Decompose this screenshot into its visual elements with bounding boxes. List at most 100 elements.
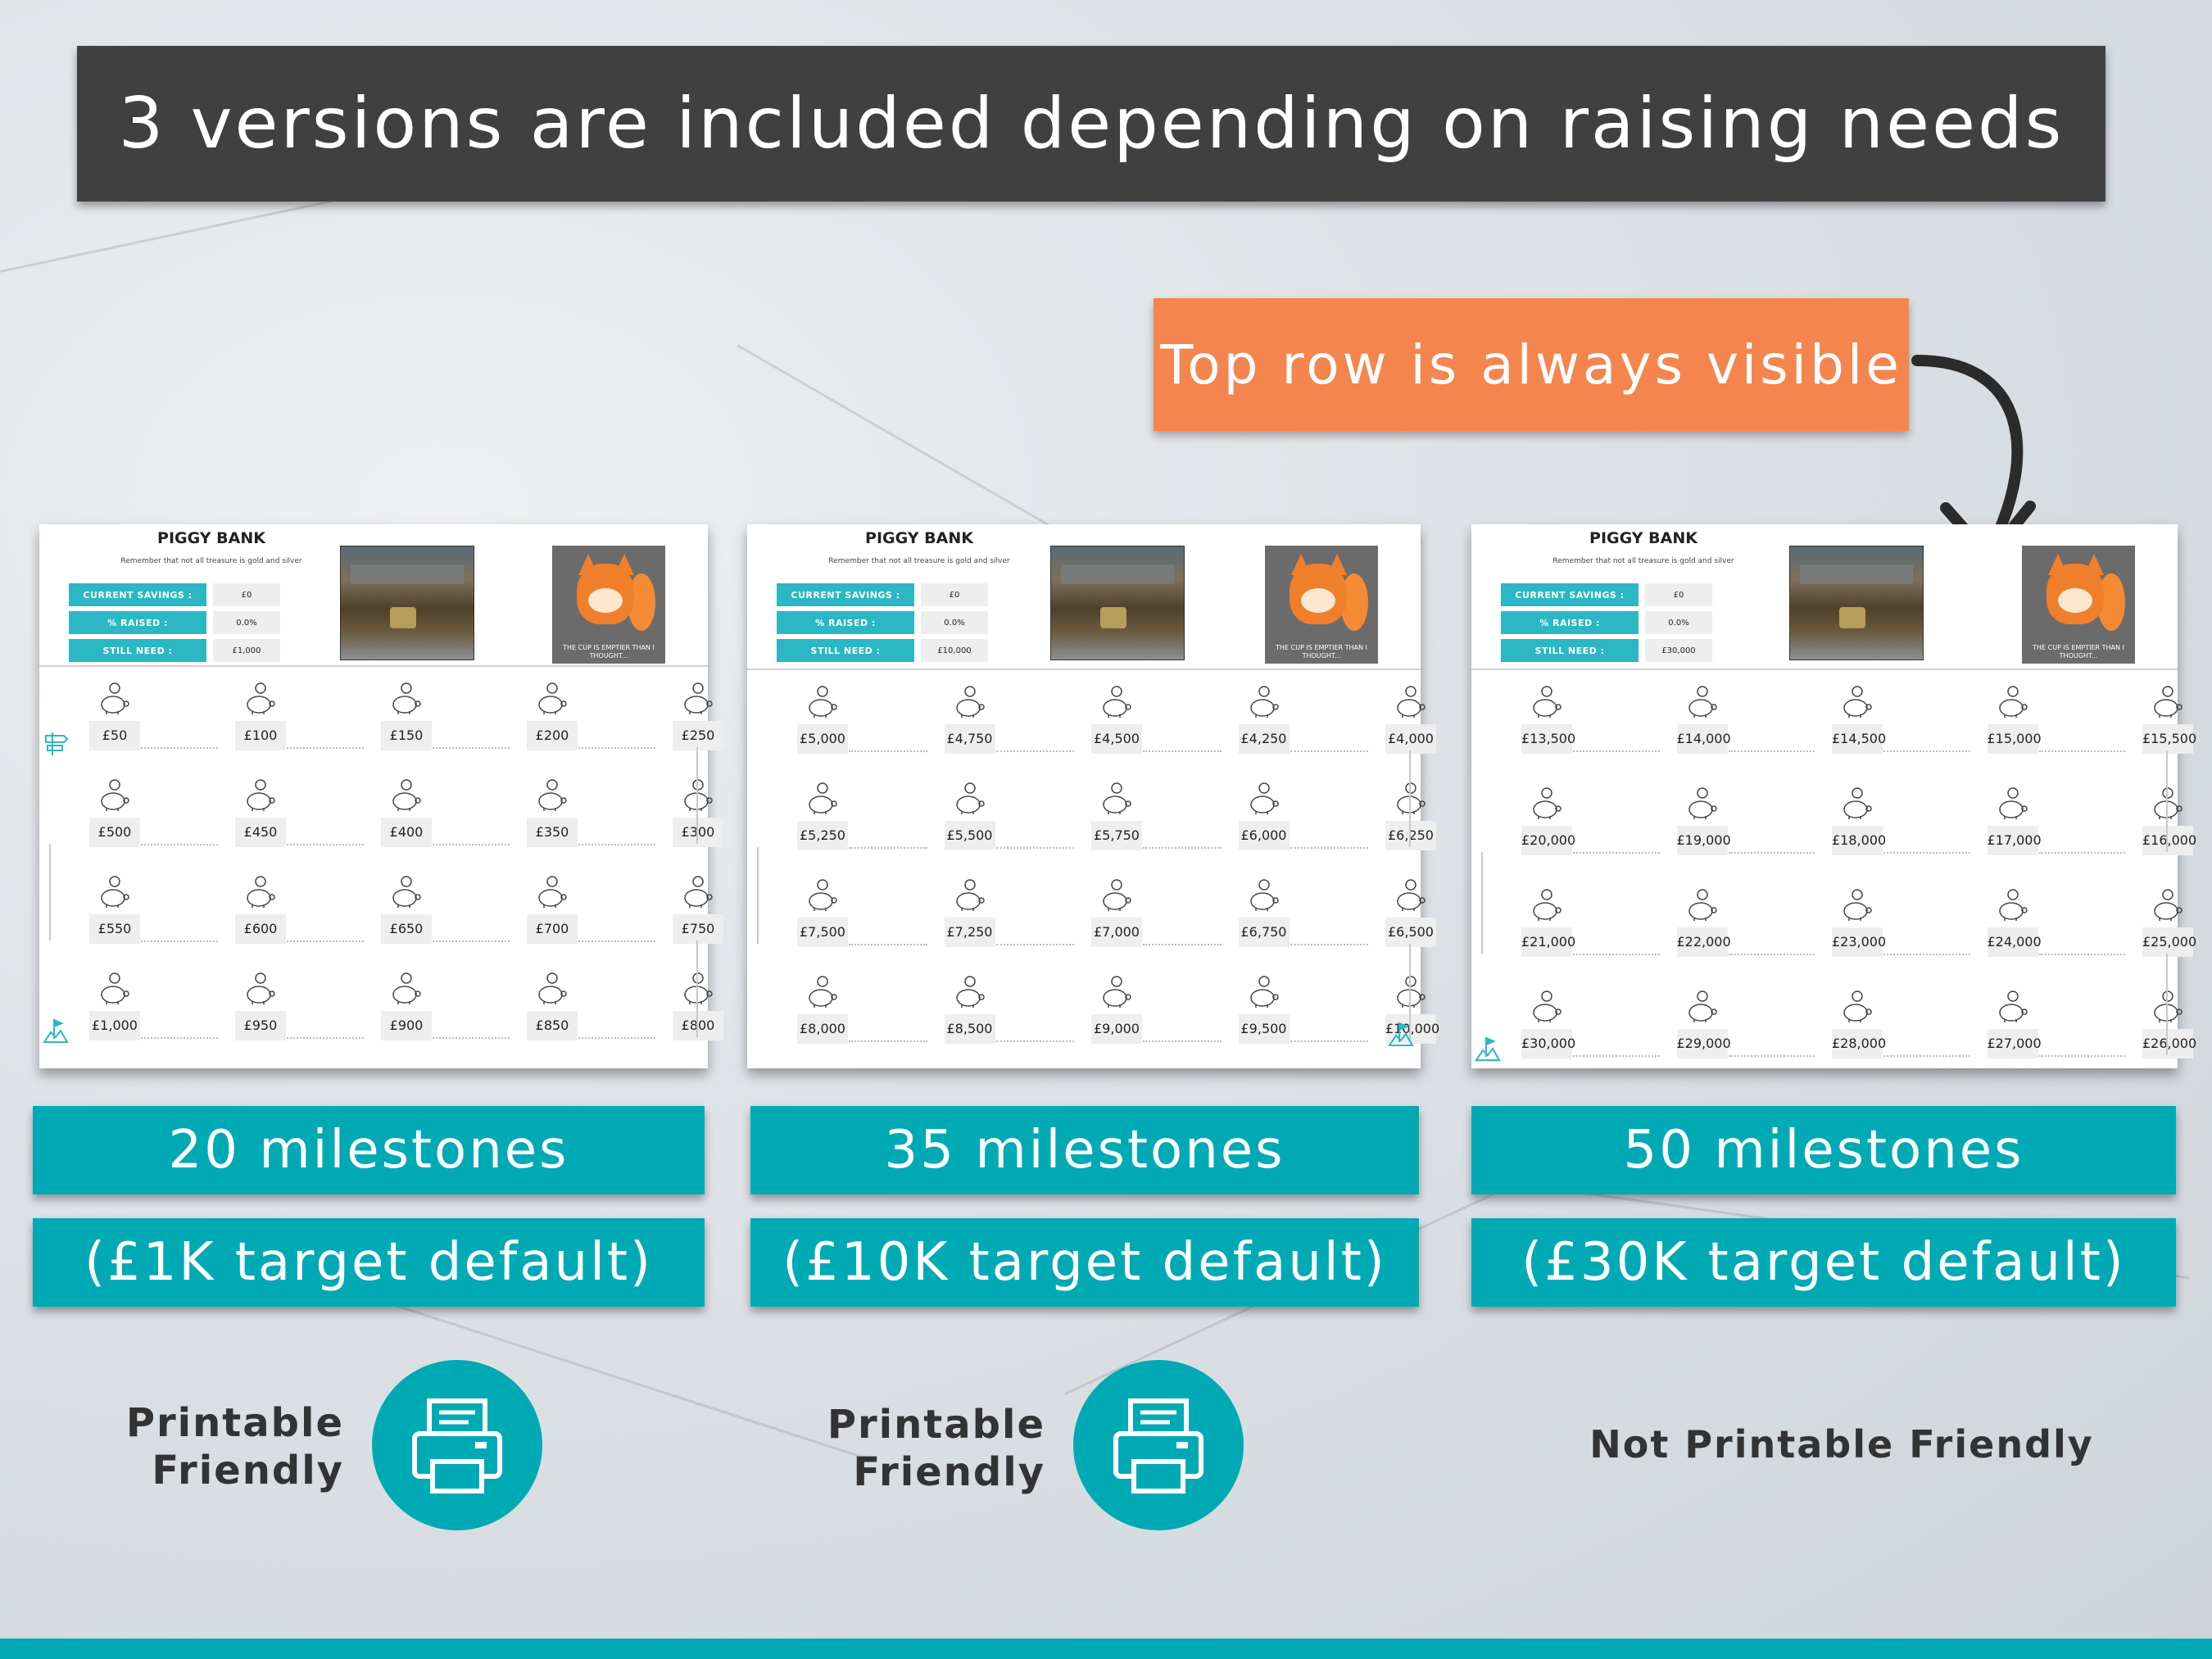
milestone-cell[interactable]: £26,000	[2135, 990, 2201, 1058]
milestone-cell[interactable]: £18,000	[1824, 786, 1890, 855]
milestone-cell[interactable]: £8,000	[790, 975, 855, 1044]
milestone-amount: £6,500	[1385, 918, 1436, 947]
milestone-cell[interactable]: £20,000	[1514, 786, 1580, 855]
piggy-bank-icon	[1998, 990, 2028, 1022]
stat-label: % RAISED :	[777, 611, 914, 634]
milestone-cell[interactable]: £25,000	[2135, 888, 2201, 957]
piggy-bank-icon	[1843, 686, 1872, 718]
piggy-bank-icon	[1688, 686, 1717, 718]
milestone-cell[interactable]: £550	[82, 875, 147, 944]
milestone-cell[interactable]: £15,500	[2135, 685, 2201, 754]
milestone-connector	[433, 844, 510, 845]
milestones-label: 20 milestones	[168, 1120, 569, 1181]
milestone-amount: £9,000	[1091, 1014, 1142, 1044]
milestone-cell[interactable]: £7,500	[790, 878, 855, 947]
milestones-banner-3: 50 milestones	[1471, 1106, 2176, 1194]
milestone-cell[interactable]: £6,000	[1231, 782, 1297, 850]
printable-friendly-label: Printable Friendly	[824, 1401, 1045, 1496]
milestone-amount: £900	[381, 1011, 432, 1040]
milestone-cell[interactable]: £9,500	[1231, 975, 1297, 1044]
milestone-cell[interactable]: £250	[665, 682, 731, 750]
milestone-cell[interactable]: £29,000	[1670, 990, 1735, 1058]
milestone-amount: £1,000	[89, 1011, 140, 1040]
stat-row: CURRENT SAVINGS : £0	[1501, 583, 1712, 606]
milestone-cell[interactable]: £5,250	[790, 782, 855, 850]
milestone-cell[interactable]: £900	[374, 972, 439, 1040]
milestone-cell[interactable]: £24,000	[1980, 888, 2046, 957]
stat-row: CURRENT SAVINGS : £0	[69, 583, 280, 606]
path-connector	[2166, 750, 2168, 852]
milestone-cell[interactable]: £8,500	[937, 975, 1003, 1044]
milestone-cell[interactable]: £30,000	[1514, 990, 1580, 1058]
piggy-bank-icon	[1998, 787, 2028, 819]
milestone-cell[interactable]: £150	[374, 682, 439, 750]
piggy-bank-icon	[101, 779, 129, 811]
milestone-cell[interactable]: £21,000	[1514, 888, 1580, 957]
milestone-cell[interactable]: £200	[519, 682, 585, 750]
milestone-cell[interactable]: £13,500	[1514, 685, 1580, 754]
divider	[39, 665, 708, 667]
milestone-connector	[287, 1037, 364, 1039]
milestone-amount: £4,000	[1385, 724, 1436, 754]
milestone-cell[interactable]: £16,000	[2135, 786, 2201, 855]
milestone-cell[interactable]: £4,250	[1231, 685, 1297, 754]
milestone-cell[interactable]: £100	[228, 682, 293, 750]
milestone-cell[interactable]: £500	[82, 778, 147, 847]
milestone-cell[interactable]: £22,000	[1670, 888, 1735, 957]
milestone-cell[interactable]: £1,000	[82, 972, 147, 1040]
milestone-cell[interactable]: £4,750	[937, 685, 1003, 754]
milestone-cell[interactable]: £4,500	[1084, 685, 1149, 754]
milestone-cell[interactable]: £7,000	[1084, 878, 1149, 947]
milestone-cell[interactable]: £700	[519, 875, 585, 944]
milestone-cell[interactable]: £9,000	[1084, 975, 1149, 1044]
milestone-cell[interactable]: £28,000	[1824, 990, 1890, 1058]
milestone-amount: £650	[381, 914, 432, 944]
milestone-amount: £850	[527, 1011, 578, 1040]
milestone-cell[interactable]: £600	[228, 875, 293, 944]
milestone-cell[interactable]: £5,750	[1084, 782, 1149, 850]
milestone-amount: £450	[235, 818, 286, 847]
sheet-quote: Remember that not all treasure is gold a…	[1552, 557, 1734, 565]
milestone-cell[interactable]: £5,500	[937, 782, 1003, 850]
milestone-cell[interactable]: £4,000	[1378, 685, 1444, 754]
milestone-connector	[1728, 852, 1815, 854]
piggy-bank-icon	[1249, 976, 1279, 1008]
milestone-cell[interactable]: £800	[665, 972, 731, 1040]
milestone-cell[interactable]: £14,000	[1670, 685, 1735, 754]
milestone-cell[interactable]: £650	[374, 875, 439, 944]
piggy-bank-icon	[1533, 889, 1562, 921]
milestone-amount: £14,500	[1832, 724, 1886, 754]
milestone-cell[interactable]: £6,500	[1378, 878, 1444, 947]
path-connector	[1409, 750, 1411, 847]
milestone-cell[interactable]: £19,000	[1670, 786, 1735, 855]
milestone-amount: £19,000	[1676, 826, 1731, 855]
milestone-connector	[1573, 852, 1660, 854]
milestone-cell[interactable]: £350	[519, 778, 585, 847]
milestone-cell[interactable]: £7,250	[937, 878, 1003, 947]
milestones-banner-1: 20 milestones	[33, 1106, 705, 1194]
milestone-cell[interactable]: £6,250	[1378, 782, 1444, 850]
milestone-cell[interactable]: £5,000	[790, 685, 855, 754]
milestone-cell[interactable]: £17,000	[1980, 786, 2046, 855]
milestone-cell[interactable]: £850	[519, 972, 585, 1040]
milestone-cell[interactable]: £15,000	[1980, 685, 2046, 754]
not-printable-label: Not Printable Friendly	[1589, 1422, 2094, 1466]
stat-row: CURRENT SAVINGS : £0	[777, 583, 988, 606]
milestone-cell[interactable]: £14,500	[1824, 685, 1890, 754]
milestone-cell[interactable]: £6,750	[1231, 878, 1297, 947]
milestones-label: 35 milestones	[884, 1120, 1285, 1181]
milestone-cell[interactable]: £450	[228, 778, 293, 847]
milestone-cell[interactable]: £950	[228, 972, 293, 1040]
milestone-connector	[141, 1037, 218, 1039]
milestone-cell[interactable]: £400	[374, 778, 439, 847]
stat-label: STILL NEED :	[777, 639, 914, 662]
milestone-cell[interactable]: £27,000	[1980, 990, 2046, 1058]
milestone-cell[interactable]: £300	[665, 778, 731, 847]
stat-value: £0	[213, 583, 280, 606]
milestone-amount: £700	[527, 914, 578, 944]
milestone-cell[interactable]: £50	[82, 682, 147, 750]
milestone-cell[interactable]: £23,000	[1824, 888, 1890, 957]
milestones-banner-2: 35 milestones	[750, 1106, 1419, 1194]
milestone-cell[interactable]: £750	[665, 875, 731, 944]
fox-mascot-image: THE CUP IS EMPTIER THAN I THOUGHT...	[2022, 546, 2135, 664]
